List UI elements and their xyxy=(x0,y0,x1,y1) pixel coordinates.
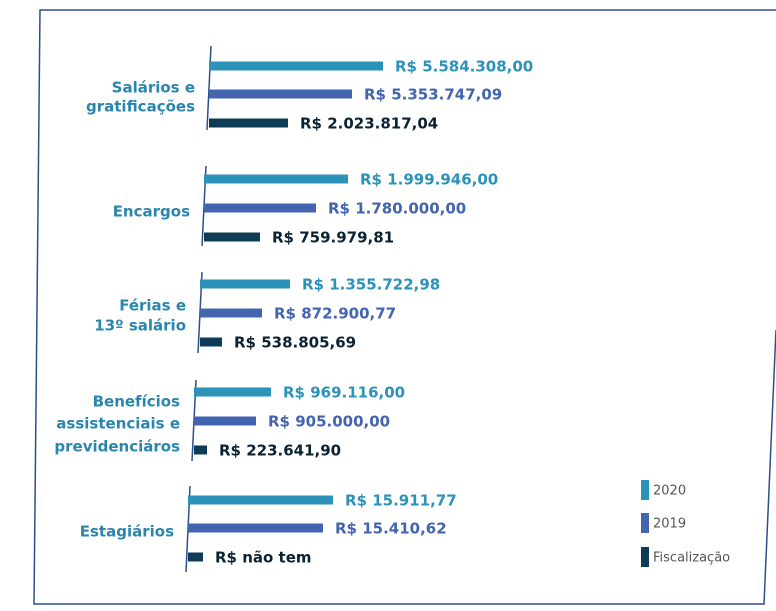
group-label: 13º salário xyxy=(94,317,186,335)
group-label: Férias e xyxy=(119,297,186,315)
value-label: R$ 15.911,77 xyxy=(345,492,457,510)
bar xyxy=(209,89,352,99)
group-label: Benefícios xyxy=(93,393,180,411)
bar xyxy=(204,174,348,184)
bar xyxy=(200,279,290,289)
value-label: R$ 905.000,00 xyxy=(268,413,390,431)
legend-swatch xyxy=(641,480,649,500)
group-label: gratificações xyxy=(86,98,195,116)
value-label: R$ 1.999.946,00 xyxy=(360,171,498,189)
frame xyxy=(33,9,776,605)
bar xyxy=(204,203,316,213)
bar xyxy=(188,552,203,562)
value-label: R$ 2.023.817,04 xyxy=(300,115,438,133)
value-label: R$ 15.410,62 xyxy=(335,520,447,538)
group-label: assistenciais e xyxy=(56,415,180,433)
value-label: R$ 5.584.308,00 xyxy=(395,58,533,76)
group-label: Encargos xyxy=(113,203,190,221)
bar xyxy=(194,387,271,397)
legend-label: 2019 xyxy=(653,517,686,532)
group-label: previdenciáros xyxy=(54,438,180,456)
legend-label: 2020 xyxy=(653,484,686,499)
bar xyxy=(209,118,288,128)
legend-swatch xyxy=(641,547,649,567)
value-label: R$ 969.116,00 xyxy=(283,384,405,402)
group-label: Salários e xyxy=(112,79,195,97)
value-label: R$ não tem xyxy=(215,549,312,567)
group-label: Estagiários xyxy=(80,523,174,541)
bar xyxy=(200,308,262,318)
bar xyxy=(188,495,333,505)
value-label: R$ 1.355.722,98 xyxy=(302,276,440,294)
value-label: R$ 1.780.000,00 xyxy=(328,200,466,218)
axis-line xyxy=(206,45,212,131)
value-label: R$ 759.979,81 xyxy=(272,229,394,247)
bar xyxy=(194,416,256,426)
bar xyxy=(200,337,222,347)
legend-label: Fiscalização xyxy=(653,551,730,566)
value-label: R$ 223.641,90 xyxy=(219,442,341,460)
bar xyxy=(204,232,260,242)
legend-swatch xyxy=(641,513,649,533)
bar xyxy=(194,445,207,455)
bar xyxy=(188,523,323,533)
value-label: R$ 5.353.747,09 xyxy=(364,86,502,104)
bar xyxy=(209,61,383,71)
value-label: R$ 872.900,77 xyxy=(274,305,396,323)
value-label: R$ 538.805,69 xyxy=(234,334,356,352)
